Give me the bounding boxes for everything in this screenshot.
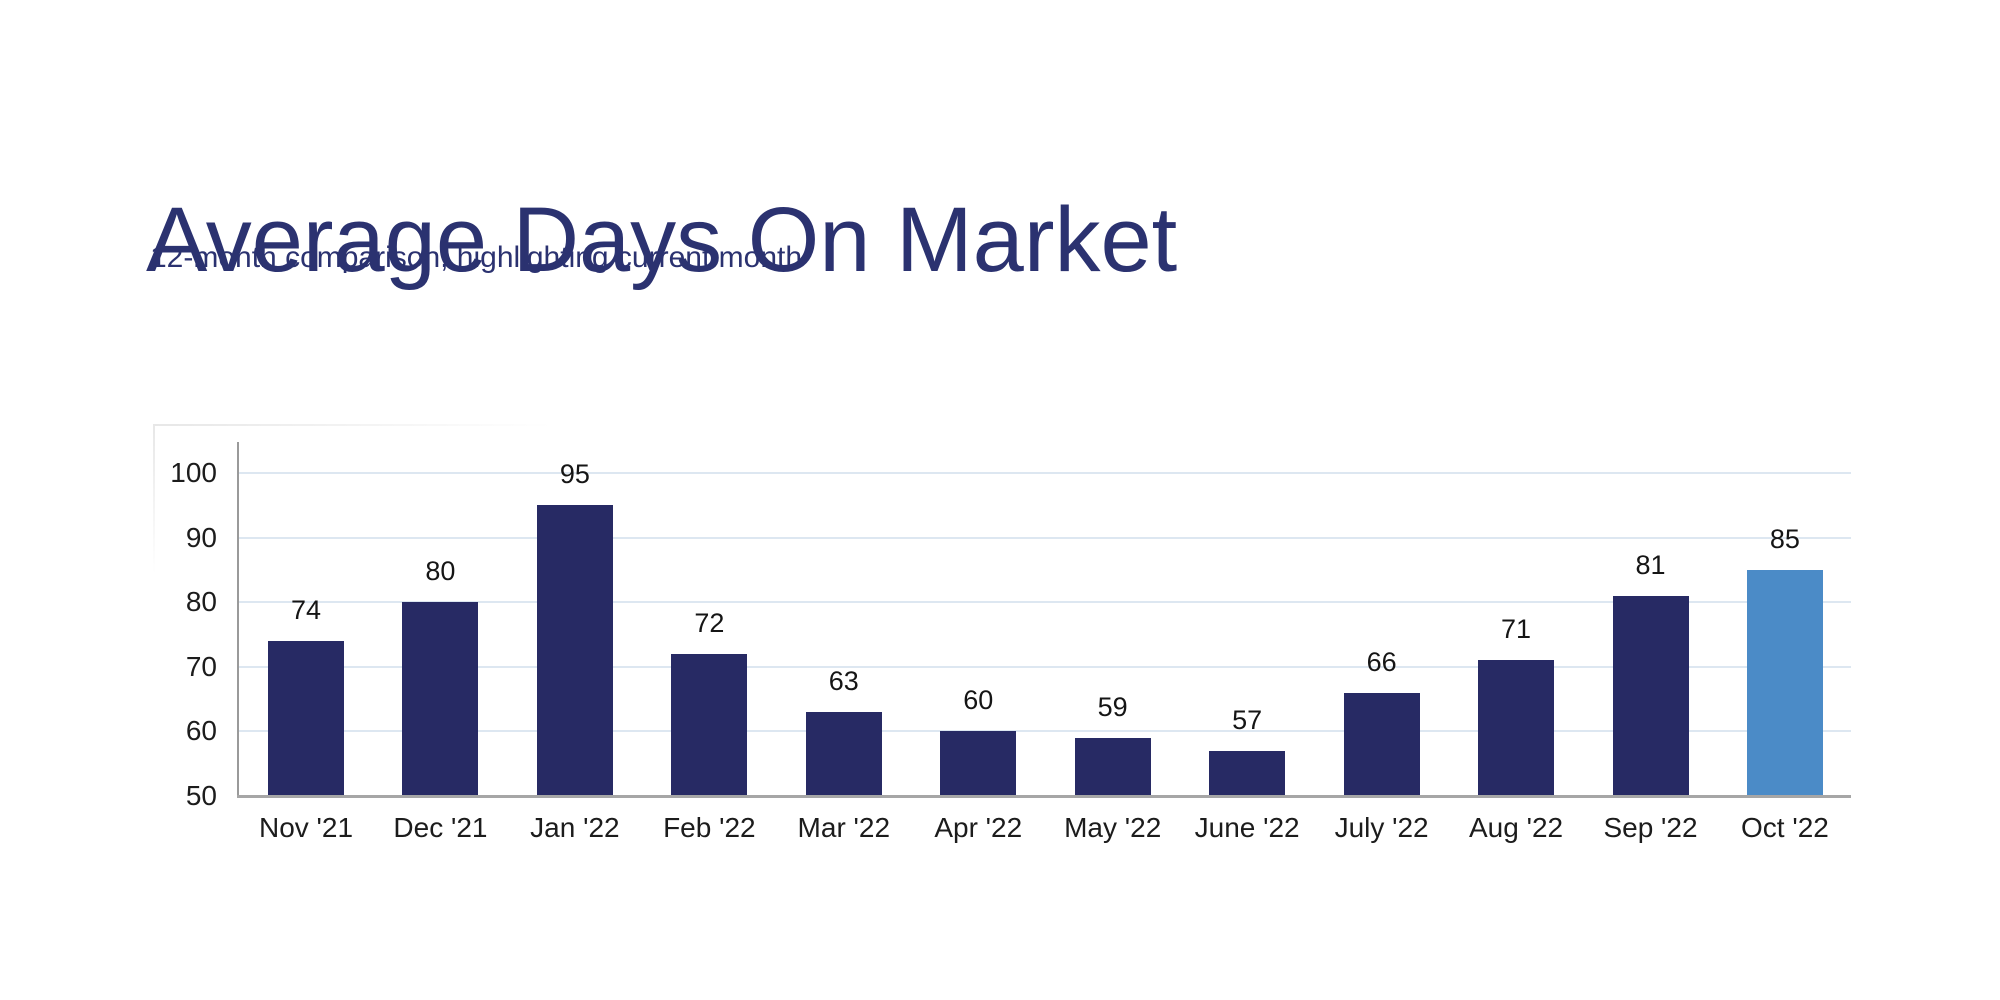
- bar-value-label: 59: [1097, 691, 1128, 722]
- y-tick-label: 70: [185, 650, 217, 682]
- bar: [1343, 692, 1420, 796]
- bar-value-label: 57: [1232, 704, 1263, 735]
- bar: [268, 640, 344, 796]
- x-tick-label: Nov '21: [258, 812, 354, 843]
- x-tick-label: June '22: [1194, 812, 1300, 843]
- gridline: [239, 472, 1851, 474]
- bar: [402, 602, 479, 796]
- bar-value-label: 72: [694, 607, 725, 638]
- bar-value-label: 60: [963, 685, 994, 716]
- x-tick-label: Jan '22: [530, 812, 620, 843]
- bar-value-label: 95: [559, 459, 590, 490]
- y-tick-label: 90: [185, 521, 217, 553]
- bar: [671, 653, 748, 796]
- bar-value-label: 63: [828, 666, 859, 697]
- bar-value-label: 80: [425, 556, 456, 587]
- x-tick-label: Mar '22: [797, 812, 891, 843]
- bar: [1478, 660, 1555, 796]
- bar: [536, 505, 613, 796]
- y-tick-label: 100: [170, 457, 217, 488]
- x-tick-label: July '22: [1334, 812, 1429, 843]
- y-tick-label: 80: [185, 586, 217, 618]
- y-axis-line: [237, 442, 239, 798]
- x-tick-label: Oct '22: [1741, 812, 1829, 843]
- bar: [940, 731, 1017, 796]
- x-tick-label: Feb '22: [663, 812, 756, 843]
- gridline: [239, 730, 1851, 733]
- bar: [805, 712, 882, 796]
- x-tick-label: Aug '22: [1469, 812, 1564, 843]
- bar: [1074, 737, 1151, 796]
- bar-value-label: 81: [1635, 549, 1666, 580]
- bar: [1612, 595, 1689, 796]
- chart-title: Average Days On Market: [146, 188, 1178, 291]
- y-tick-label: 50: [185, 780, 217, 811]
- gridline: [239, 601, 1851, 604]
- gridline: [239, 665, 1851, 668]
- bar: [1209, 750, 1286, 796]
- bar-value-label: 74: [290, 594, 322, 625]
- chart-subtitle: 12-month comparison, highlighting curren…: [150, 241, 803, 274]
- x-tick-label: Sep '22: [1603, 812, 1698, 843]
- panel-top-edge: [153, 424, 553, 426]
- x-axis-baseline: [237, 795, 1851, 798]
- bar-value-label: 71: [1501, 614, 1532, 645]
- y-tick-label: 60: [185, 715, 217, 747]
- x-tick-label: Dec '21: [393, 812, 488, 843]
- x-tick-label: May '22: [1064, 812, 1162, 843]
- panel-left-edge: [153, 424, 155, 574]
- x-tick-label: Apr '22: [934, 812, 1023, 843]
- bar: [1746, 569, 1823, 796]
- bar-value-label: 85: [1769, 523, 1800, 554]
- bar-value-label: 66: [1366, 646, 1397, 677]
- gridline: [239, 536, 1851, 539]
